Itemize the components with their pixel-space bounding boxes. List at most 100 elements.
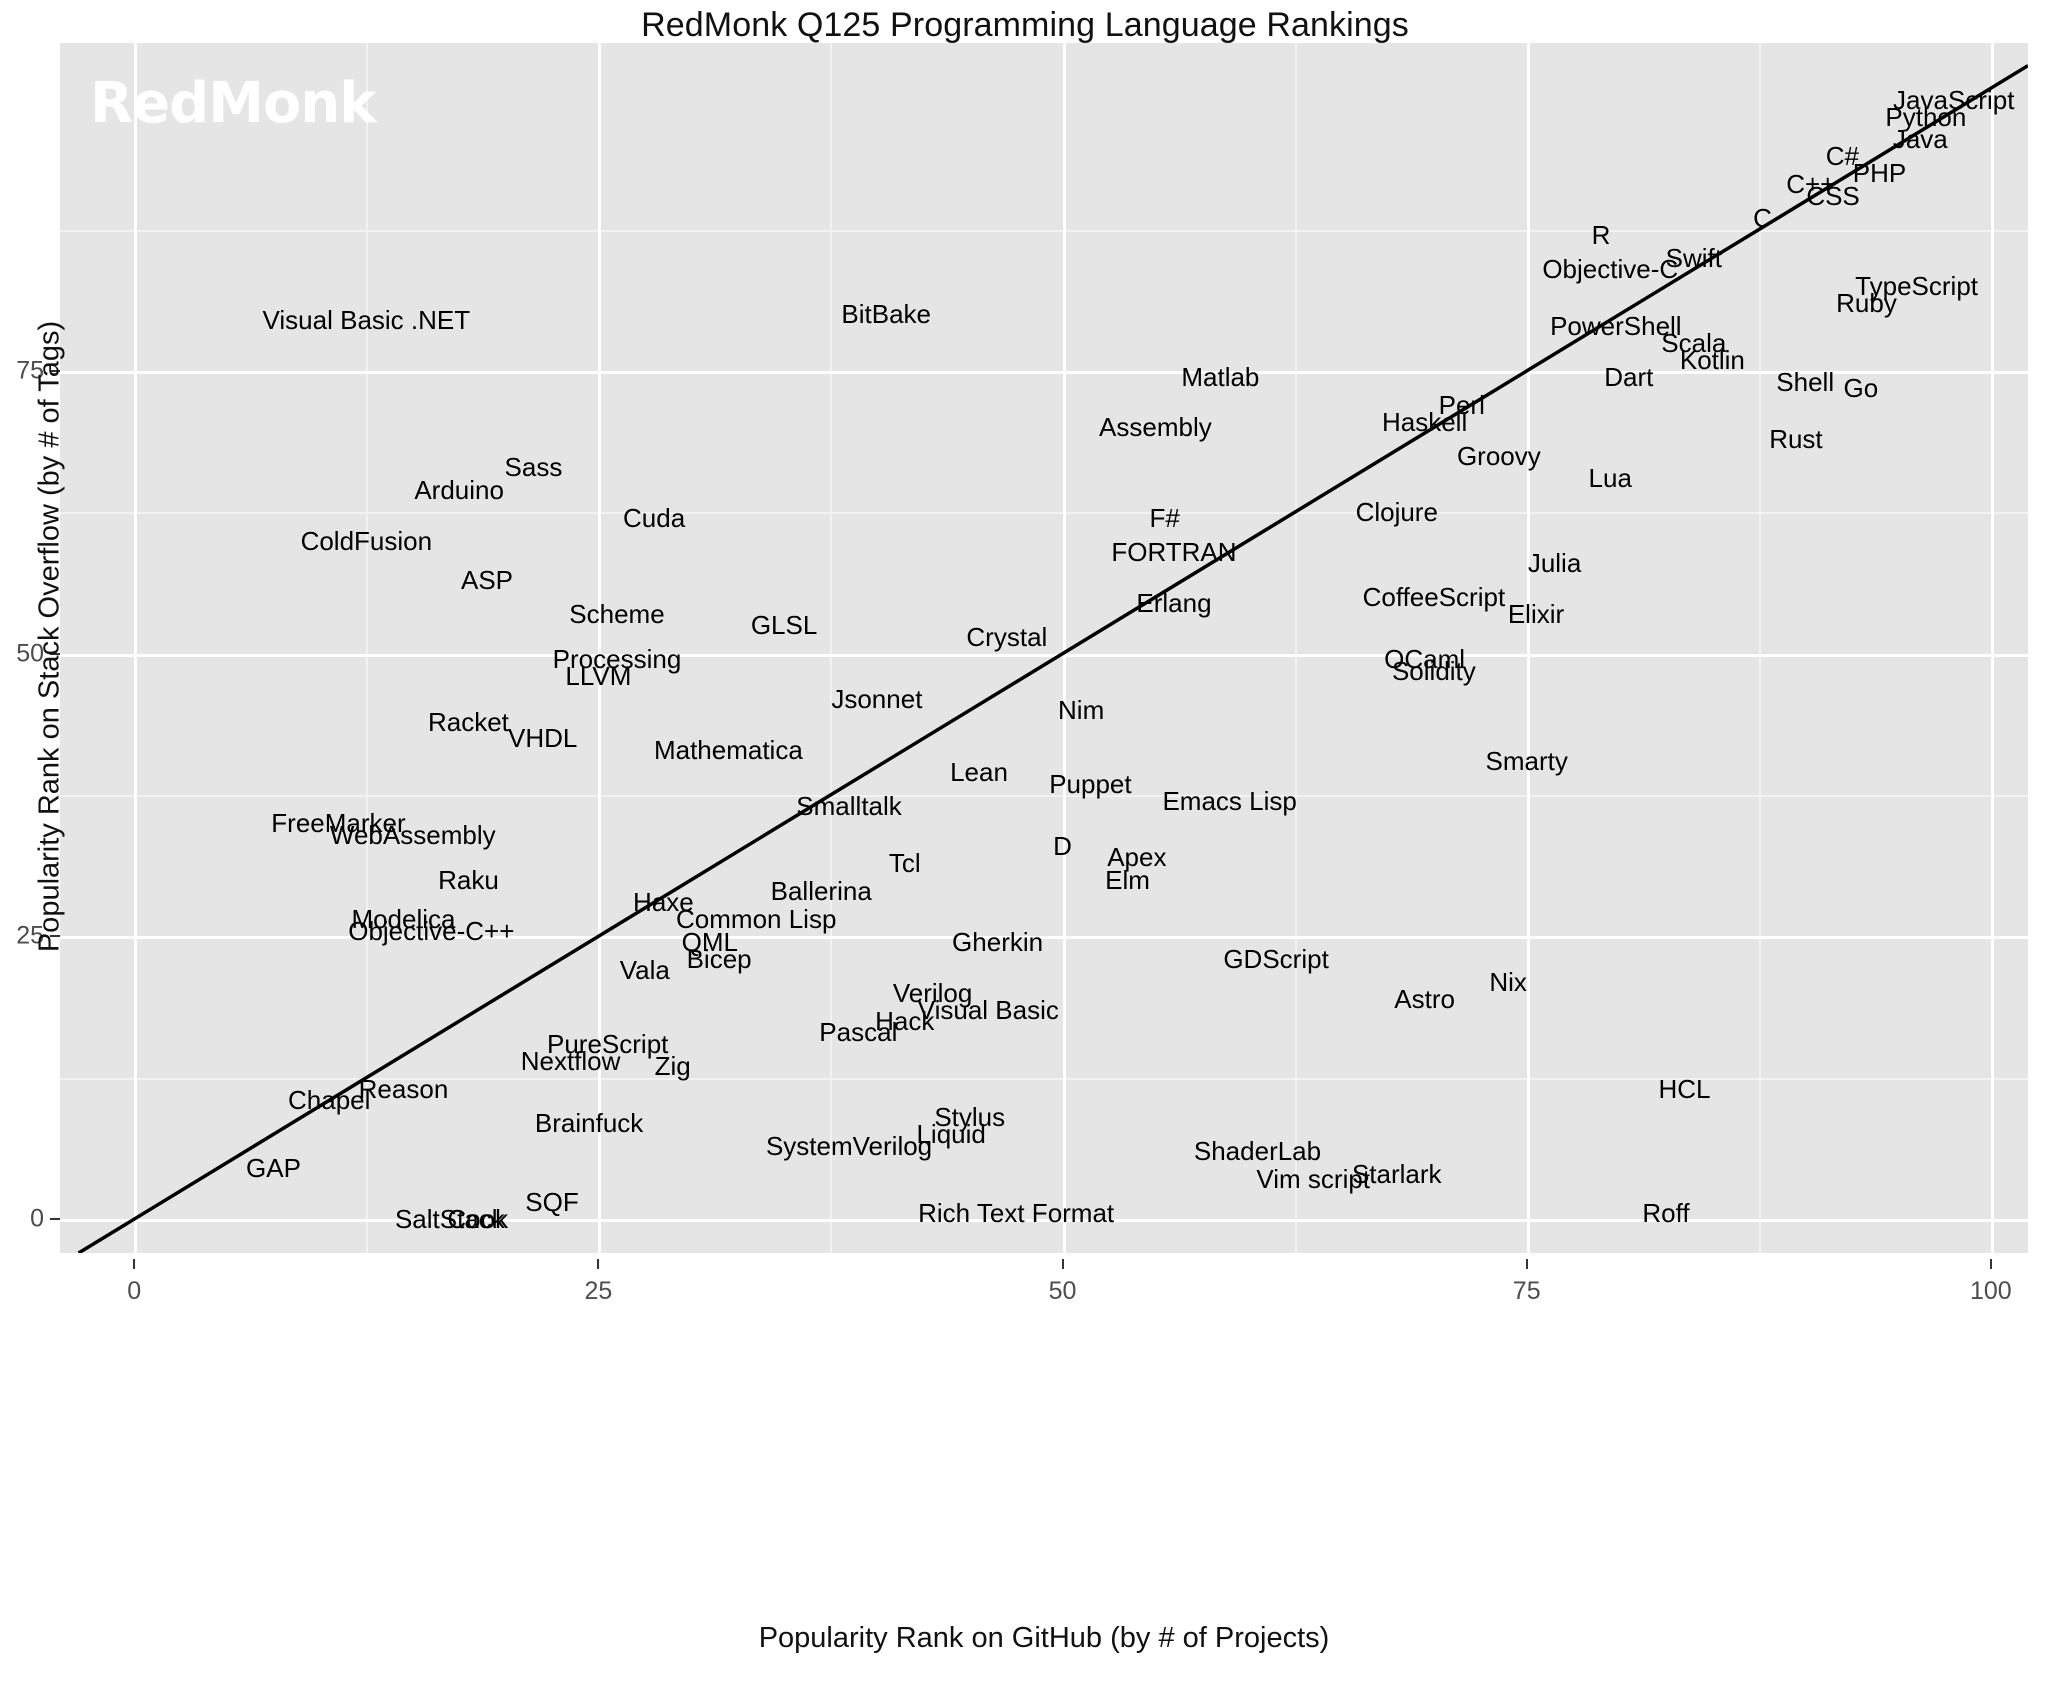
language-label: Sass [504, 452, 563, 483]
gridline-major-horizontal [60, 370, 2028, 374]
language-label: Roff [1642, 1198, 1690, 1229]
gridline-major-vertical [1990, 43, 1994, 1253]
language-label: Modelica [351, 904, 456, 935]
language-label: Python [1885, 101, 1967, 132]
language-label: F# [1149, 502, 1180, 533]
y-axis-tick-mark [50, 1218, 60, 1221]
language-label: Perl [1438, 389, 1485, 420]
language-label: Verilog [892, 977, 973, 1008]
language-label: OCaml [1384, 644, 1466, 675]
language-label: Puppet [1049, 768, 1132, 799]
language-label: Stylus [934, 1102, 1006, 1133]
gridline-minor-horizontal [60, 229, 2028, 232]
language-label: Julia [1527, 548, 1582, 579]
language-label: Brainfuck [534, 1107, 644, 1138]
language-label: Java [1892, 124, 1948, 155]
language-label: Shell [1776, 367, 1835, 398]
gridline-minor-vertical [1758, 43, 1761, 1253]
x-axis-tick-mark [1525, 1259, 1528, 1269]
redmonk-watermark: RedMonk [90, 71, 376, 136]
language-label: FreeMarker [271, 808, 406, 839]
language-label: Racket [427, 706, 509, 737]
language-label: R [1591, 220, 1611, 251]
y-axis-tick-label: 75 [16, 356, 44, 385]
language-label: Solidity [1391, 655, 1476, 686]
language-label: SQF [525, 1187, 579, 1218]
language-label: C [1753, 203, 1772, 234]
language-label: Zig [654, 1051, 691, 1082]
x-axis-tick-mark [597, 1259, 600, 1269]
language-label: Elm [1105, 864, 1150, 895]
language-label: Dart [1604, 361, 1654, 392]
language-label: ASP [461, 565, 514, 596]
language-label: Go [1843, 372, 1879, 403]
language-label: VHDL [508, 723, 578, 754]
gridline-minor-horizontal [60, 1077, 2028, 1080]
language-label: Raku [438, 864, 499, 895]
gridline-minor-vertical [366, 43, 369, 1253]
language-label: Erlang [1136, 587, 1212, 618]
language-label: Cook [447, 1204, 509, 1235]
identity-reference-line [77, 64, 2028, 1253]
language-label: Starlark [1351, 1158, 1442, 1189]
language-label: Vala [619, 955, 670, 986]
language-label: Nextflow [520, 1045, 621, 1076]
language-label: Common Lisp [676, 904, 837, 935]
language-label: Vim script [1256, 1164, 1371, 1195]
language-label: Emacs Lisp [1162, 785, 1297, 816]
y-axis-title: Popularity Rank on Stack Overflow (by # … [33, 320, 66, 953]
language-label: Smalltalk [796, 791, 902, 822]
y-axis-tick-label: 50 [16, 639, 44, 668]
language-label: Nim [1058, 695, 1105, 726]
language-label: Haxe [633, 887, 694, 918]
x-axis-tick-label: 75 [1512, 1277, 1541, 1305]
x-axis-tick-mark [133, 1259, 136, 1269]
gridline-major-horizontal [60, 1219, 2028, 1223]
x-axis-tick-mark [1989, 1259, 1992, 1269]
x-axis-title: Popularity Rank on GitHub (by # of Proje… [758, 1622, 1330, 1654]
language-label: Groovy [1456, 440, 1541, 471]
x-axis-tick-label: 50 [1048, 1277, 1077, 1305]
language-label: Objective-C++ [348, 915, 515, 946]
gridline-minor-vertical [1294, 43, 1297, 1253]
language-label: Gherkin [952, 927, 1044, 958]
language-label: ColdFusion [300, 525, 433, 556]
language-label: Rust [1769, 423, 1823, 454]
language-label: Visual Basic [917, 994, 1059, 1025]
language-label: Reason [358, 1074, 449, 1105]
plot-panel: RedMonk JavaScript Python Java C# PHP C++ CSS C… [60, 43, 2028, 1253]
language-label: JavaScript [1893, 84, 2015, 115]
x-axis-tick-label: 25 [584, 1277, 613, 1305]
language-label: CoffeeScript [1362, 582, 1506, 613]
language-label: Visual Basic .NET [262, 305, 471, 336]
y-axis-tick-mark [50, 369, 60, 372]
language-label: Jsonnet [831, 683, 923, 714]
language-label: Lean [950, 757, 1008, 788]
language-label: PHP [1852, 158, 1907, 189]
language-label: TypeScript [1855, 271, 1979, 302]
x-axis-tick-mark [1061, 1259, 1064, 1269]
language-label: Nix [1489, 966, 1527, 997]
language-label: GDScript [1223, 943, 1329, 974]
language-label: QML [681, 927, 738, 958]
language-label: Mathematica [653, 734, 803, 765]
y-axis-tick-mark [50, 652, 60, 655]
language-label: Objective-C [1542, 254, 1679, 285]
language-label: Processing [552, 644, 682, 675]
language-label: Haskell [1381, 406, 1468, 437]
language-label: CSS [1806, 180, 1860, 211]
language-label: C++ [1786, 169, 1836, 200]
language-label: BitBake [841, 299, 931, 330]
language-label: C# [1825, 141, 1859, 172]
language-label: SaltStack [394, 1204, 505, 1235]
language-label: Apex [1107, 842, 1167, 873]
gridline-minor-horizontal [60, 795, 2028, 797]
language-label: ShaderLab [1193, 1136, 1322, 1167]
language-label: Rich Text Format [918, 1198, 1115, 1229]
language-label: Swift [1665, 242, 1722, 273]
gridline-major-horizontal [60, 653, 2028, 657]
x-axis-tick-label: 100 [1970, 1277, 2012, 1305]
gridline-major-vertical [598, 43, 602, 1253]
language-label: SystemVerilog [765, 1130, 933, 1161]
